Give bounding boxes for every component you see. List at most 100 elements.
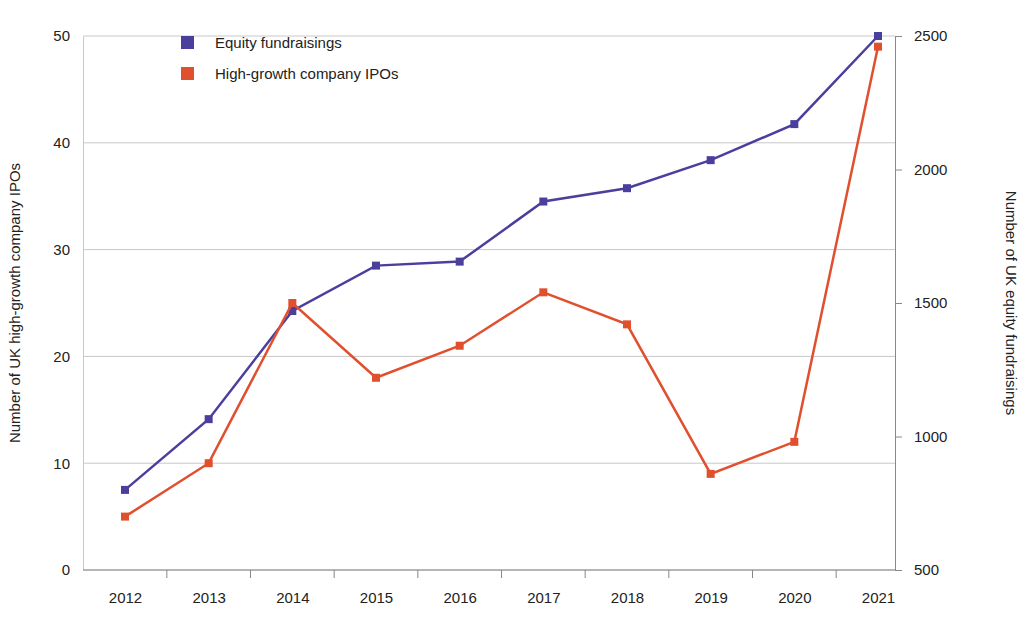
- y-axis-line: [83, 37, 84, 571]
- legend-label: High-growth company IPOs: [215, 65, 398, 82]
- marker: [623, 184, 631, 192]
- x-tick: 2020: [778, 589, 811, 606]
- y2-tick-label: 2000: [914, 161, 947, 178]
- x-tick-label: 2020: [778, 589, 811, 606]
- chart: 0102030405050010001500200025002012201320…: [0, 0, 1024, 636]
- x-tick-label: 2021: [862, 589, 895, 606]
- legend-item: High-growth company IPOs: [181, 65, 398, 82]
- x-tick: 2014: [276, 589, 309, 606]
- x-tick: 2015: [360, 589, 393, 606]
- x-tick-label: 2019: [694, 589, 727, 606]
- y2-tick-label: 1500: [914, 294, 947, 311]
- marker: [790, 438, 798, 446]
- y-axis: 0 10 20 30 40 50: [53, 27, 83, 578]
- marker: [121, 486, 129, 494]
- series: [121, 32, 882, 494]
- x-tick-label: 2015: [360, 589, 393, 606]
- grid-line: [83, 142, 895, 143]
- grid-line: [83, 356, 895, 357]
- y2-tick: 1000: [895, 428, 947, 445]
- marker: [372, 374, 380, 382]
- legend: Equity fundraisings High-growth company I…: [181, 34, 398, 82]
- series-line: [125, 36, 878, 490]
- marker: [874, 32, 882, 40]
- series-line: [125, 47, 878, 517]
- y-tick-label: 0: [62, 561, 70, 578]
- x-separator: [334, 570, 335, 578]
- legend-swatch: [181, 36, 194, 49]
- y2-tick-label: 1000: [914, 428, 947, 445]
- marker: [539, 288, 547, 296]
- x-separator: [250, 570, 251, 578]
- marker: [623, 320, 631, 328]
- x-tick-label: 2018: [611, 589, 644, 606]
- marker: [372, 262, 380, 270]
- x-tick: 2017: [527, 589, 560, 606]
- x-tick: 2016: [443, 589, 476, 606]
- y2-tick-mark: [895, 570, 902, 571]
- marks: [121, 32, 882, 521]
- y2-axis-title: Number of UK equity fundraisings: [1003, 191, 1020, 415]
- grid-line: [83, 249, 895, 250]
- x-separator: [668, 570, 669, 578]
- x-tick: 2019: [694, 589, 727, 606]
- series: [121, 43, 882, 521]
- y-tick: 40: [53, 134, 83, 151]
- x-separator: [836, 570, 837, 578]
- x-tick-label: 2012: [109, 589, 142, 606]
- x-separator: [417, 570, 418, 578]
- y2-tick: 500: [895, 561, 939, 578]
- legend-item: Equity fundraisings: [181, 34, 342, 51]
- legend-swatch: [181, 67, 194, 80]
- y-tick-label: 50: [53, 27, 70, 44]
- y2-tick-mark: [895, 36, 902, 37]
- y-tick: 0: [62, 561, 83, 578]
- marker: [205, 459, 213, 467]
- x-tick: 2013: [192, 589, 225, 606]
- x-tick-label: 2014: [276, 589, 309, 606]
- legend-label: Equity fundraisings: [215, 34, 342, 51]
- plot: 0102030405050010001500200025002012201320…: [53, 27, 947, 605]
- marker: [456, 342, 464, 350]
- y2-axis-line: [896, 37, 903, 571]
- y-tick: 10: [53, 455, 83, 472]
- grid-line: [83, 36, 895, 37]
- marker: [874, 43, 882, 51]
- x-tick-label: 2013: [192, 589, 225, 606]
- x-tick: 2012: [109, 589, 142, 606]
- y-tick-label: 40: [53, 134, 70, 151]
- grid: [83, 36, 895, 570]
- y2-tick: 1500: [895, 294, 947, 311]
- y2-tick-mark: [895, 437, 902, 438]
- y2-tick: 2500: [895, 27, 947, 44]
- y2-tick-mark: [895, 303, 902, 304]
- marker: [288, 299, 296, 307]
- marker: [707, 470, 715, 478]
- y-axis-title: Number of UK high-growth company IPOs: [6, 163, 23, 443]
- marker: [456, 258, 464, 266]
- marker: [539, 198, 547, 206]
- x-axis: 2012 2013 2014 2015 2016 2017 2018 2019 2020 2021: [83, 570, 895, 606]
- y-tick: 30: [53, 241, 83, 258]
- x-tick: 2021: [862, 589, 895, 606]
- y2-tick-label: 500: [914, 561, 939, 578]
- y-tick-label: 30: [53, 241, 70, 258]
- marker: [205, 415, 213, 423]
- x-separator: [752, 570, 753, 578]
- y2-tick-mark: [895, 170, 902, 171]
- x-separator: [585, 570, 586, 578]
- marker: [707, 156, 715, 164]
- x-separator: [501, 570, 502, 578]
- y2-tick: 2000: [895, 161, 947, 178]
- x-tick: 2018: [611, 589, 644, 606]
- y-tick-label: 10: [53, 455, 70, 472]
- grid-line: [83, 570, 895, 571]
- y2-axis: 500 1000 1500 2000 2500: [895, 27, 947, 578]
- y-tick: 50: [53, 27, 83, 44]
- x-tick-label: 2016: [443, 589, 476, 606]
- x-tick-label: 2017: [527, 589, 560, 606]
- y2-tick-label: 2500: [914, 27, 947, 44]
- y-tick-label: 20: [53, 348, 70, 365]
- y-tick: 20: [53, 348, 83, 365]
- x-axis-line: [83, 570, 895, 571]
